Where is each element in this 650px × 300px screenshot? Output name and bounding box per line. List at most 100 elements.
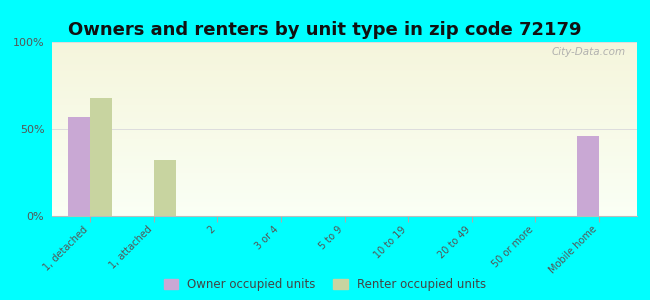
Bar <box>52 43 637 44</box>
Bar <box>52 206 637 207</box>
Bar <box>52 54 637 55</box>
Bar <box>52 173 637 174</box>
Bar <box>52 98 637 99</box>
Bar <box>52 51 637 52</box>
Bar <box>52 45 637 46</box>
Bar <box>52 147 637 148</box>
Bar <box>52 171 637 172</box>
Bar <box>52 167 637 168</box>
Bar <box>52 69 637 70</box>
Bar <box>52 104 637 105</box>
Bar <box>52 176 637 177</box>
Bar <box>52 77 637 78</box>
Bar <box>52 46 637 47</box>
Bar <box>52 96 637 97</box>
Bar <box>52 119 637 120</box>
Bar <box>52 83 637 84</box>
Bar <box>52 107 637 108</box>
Bar <box>52 214 637 215</box>
Bar <box>52 123 637 124</box>
Bar <box>52 199 637 200</box>
Bar <box>52 207 637 208</box>
Bar <box>52 105 637 106</box>
Bar <box>52 180 637 181</box>
Bar <box>154 160 176 216</box>
Bar <box>52 42 637 43</box>
Bar <box>52 84 637 85</box>
Bar <box>52 205 637 206</box>
Bar <box>52 91 637 92</box>
Bar <box>52 124 637 125</box>
Bar <box>52 143 637 144</box>
Bar <box>52 213 637 214</box>
Bar <box>52 53 637 54</box>
Bar <box>52 194 637 195</box>
Bar <box>52 106 637 107</box>
Bar <box>52 137 637 138</box>
Bar <box>52 182 637 183</box>
Bar <box>52 68 637 69</box>
Bar <box>52 65 637 66</box>
Bar <box>52 191 637 192</box>
Bar <box>52 212 637 213</box>
Bar <box>52 108 637 109</box>
Bar <box>52 97 637 98</box>
Bar <box>52 67 637 68</box>
Bar <box>52 101 637 102</box>
Bar <box>52 198 637 199</box>
Text: Owners and renters by unit type in zip code 72179: Owners and renters by unit type in zip c… <box>68 21 582 39</box>
Bar <box>52 79 637 80</box>
Bar <box>52 160 637 161</box>
Bar <box>52 183 637 184</box>
Bar <box>52 130 637 131</box>
Bar <box>52 170 637 171</box>
Bar <box>52 100 637 101</box>
Bar <box>52 153 637 154</box>
Bar <box>52 168 637 169</box>
Bar <box>52 202 637 203</box>
Bar <box>52 113 637 114</box>
Bar <box>52 49 637 50</box>
Bar <box>52 155 637 156</box>
Bar <box>52 181 637 182</box>
Bar <box>52 161 637 162</box>
Bar <box>52 188 637 189</box>
Bar <box>52 144 637 145</box>
Bar <box>52 184 637 185</box>
Bar <box>52 85 637 86</box>
Bar <box>52 70 637 71</box>
Bar <box>90 98 112 216</box>
Bar <box>52 163 637 164</box>
Bar <box>52 159 637 160</box>
Bar <box>52 114 637 115</box>
Bar <box>52 89 637 90</box>
Bar <box>52 58 637 59</box>
Bar <box>52 158 637 159</box>
Bar <box>52 52 637 53</box>
Bar <box>52 128 637 129</box>
Bar <box>52 82 637 83</box>
Bar <box>52 103 637 104</box>
Bar <box>52 66 637 67</box>
Bar <box>52 215 637 216</box>
Bar <box>52 85 637 86</box>
Bar <box>52 165 637 166</box>
Bar <box>52 64 637 65</box>
Bar <box>52 210 637 211</box>
Bar <box>52 59 637 60</box>
Bar <box>52 80 637 81</box>
Bar <box>52 193 637 194</box>
Bar <box>52 71 637 72</box>
Bar <box>52 208 637 209</box>
Bar <box>52 175 637 176</box>
Bar <box>52 192 637 193</box>
Bar <box>52 95 637 96</box>
Bar <box>52 203 637 204</box>
Bar <box>52 48 637 49</box>
Bar <box>52 118 637 119</box>
Legend: Owner occupied units, Renter occupied units: Owner occupied units, Renter occupied un… <box>164 278 486 291</box>
Bar <box>52 200 637 201</box>
Bar <box>52 211 637 212</box>
Bar <box>52 151 637 152</box>
Bar <box>52 86 637 87</box>
